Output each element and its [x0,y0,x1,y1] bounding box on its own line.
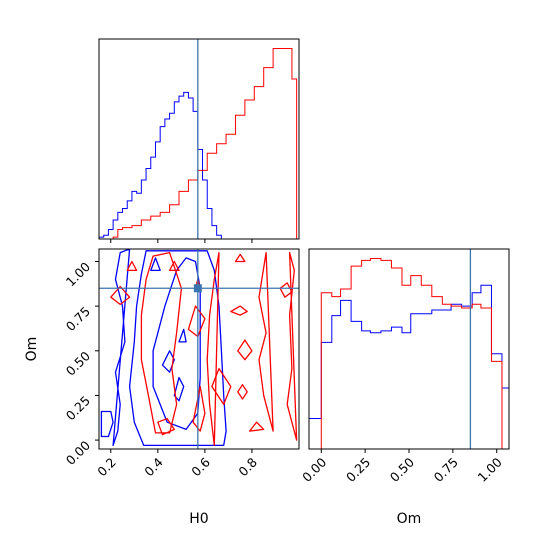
contour-0-0 [128,250,227,447]
x-tick-label: 0.2 [94,455,119,480]
plot-area [99,249,299,449]
contour-1-14 [279,282,293,298]
contour-1-5 [192,385,206,432]
x-tick-label: 0.4 [141,454,166,479]
contour-1-15 [126,260,138,272]
histogram-series-1 [320,258,503,449]
y-tick-label: 0.50 [63,348,93,378]
y-tick-label: 1.00 [63,259,93,289]
truth-marker [193,284,202,293]
plot-area [309,249,509,449]
histogram-series-0 [99,91,222,239]
x-tick-label: 0.6 [188,454,213,479]
contour-1-8 [187,305,206,338]
contour-0-2 [112,249,131,447]
histogram-series-0 [309,284,509,449]
contour-1-9 [230,305,248,316]
contour-1-4 [211,367,232,406]
x-axis-label: Om [397,511,422,527]
y-tick-label: 0.75 [63,304,93,334]
contour-0-5 [161,350,175,373]
x-tick-label: 0.00 [299,454,329,484]
panel-frame [308,248,510,450]
x-tick-label: 0.75 [431,455,461,485]
panel-frame [98,248,300,450]
histogram-series-1 [112,48,298,239]
plot-area [99,39,298,239]
contour-1-16 [168,260,180,272]
contour-0-7 [150,257,161,272]
contour-0-6 [178,328,187,343]
contour-1-12 [248,421,265,432]
y-axis-label: Om [24,337,40,362]
contour-panel-h0-om: 0.2 0.4 0.6 0.8 0.00 0.25 0.50 0.75 1.00 H0 Om [24,248,300,527]
contour-0-4 [173,376,185,402]
contour-1-6 [110,285,131,306]
x-tick-label: 0.8 [235,454,260,479]
contour-0-3 [100,410,114,438]
contour-1-1 [206,251,220,447]
contour-1-0 [140,251,183,434]
contour-1-7 [157,417,175,436]
histogram-panel-h0 [98,38,300,243]
contour-1-13 [234,253,246,263]
x-tick-label: 0.25 [343,455,373,485]
contour-1-10 [237,339,253,361]
contour-1-2 [286,251,298,441]
x-tick-label: 0.50 [387,454,417,484]
histogram-panel-om: 0.00 0.25 0.50 0.75 1.00 Om [299,248,510,527]
x-axis-label: H0 [189,511,208,527]
y-tick-label: 0.25 [63,393,93,423]
y-tick-label: 0.00 [63,438,93,468]
panel-frame [98,38,300,240]
contour-1-3 [258,251,274,432]
x-tick-label: 1.00 [475,454,505,484]
contour-1-11 [237,384,248,400]
